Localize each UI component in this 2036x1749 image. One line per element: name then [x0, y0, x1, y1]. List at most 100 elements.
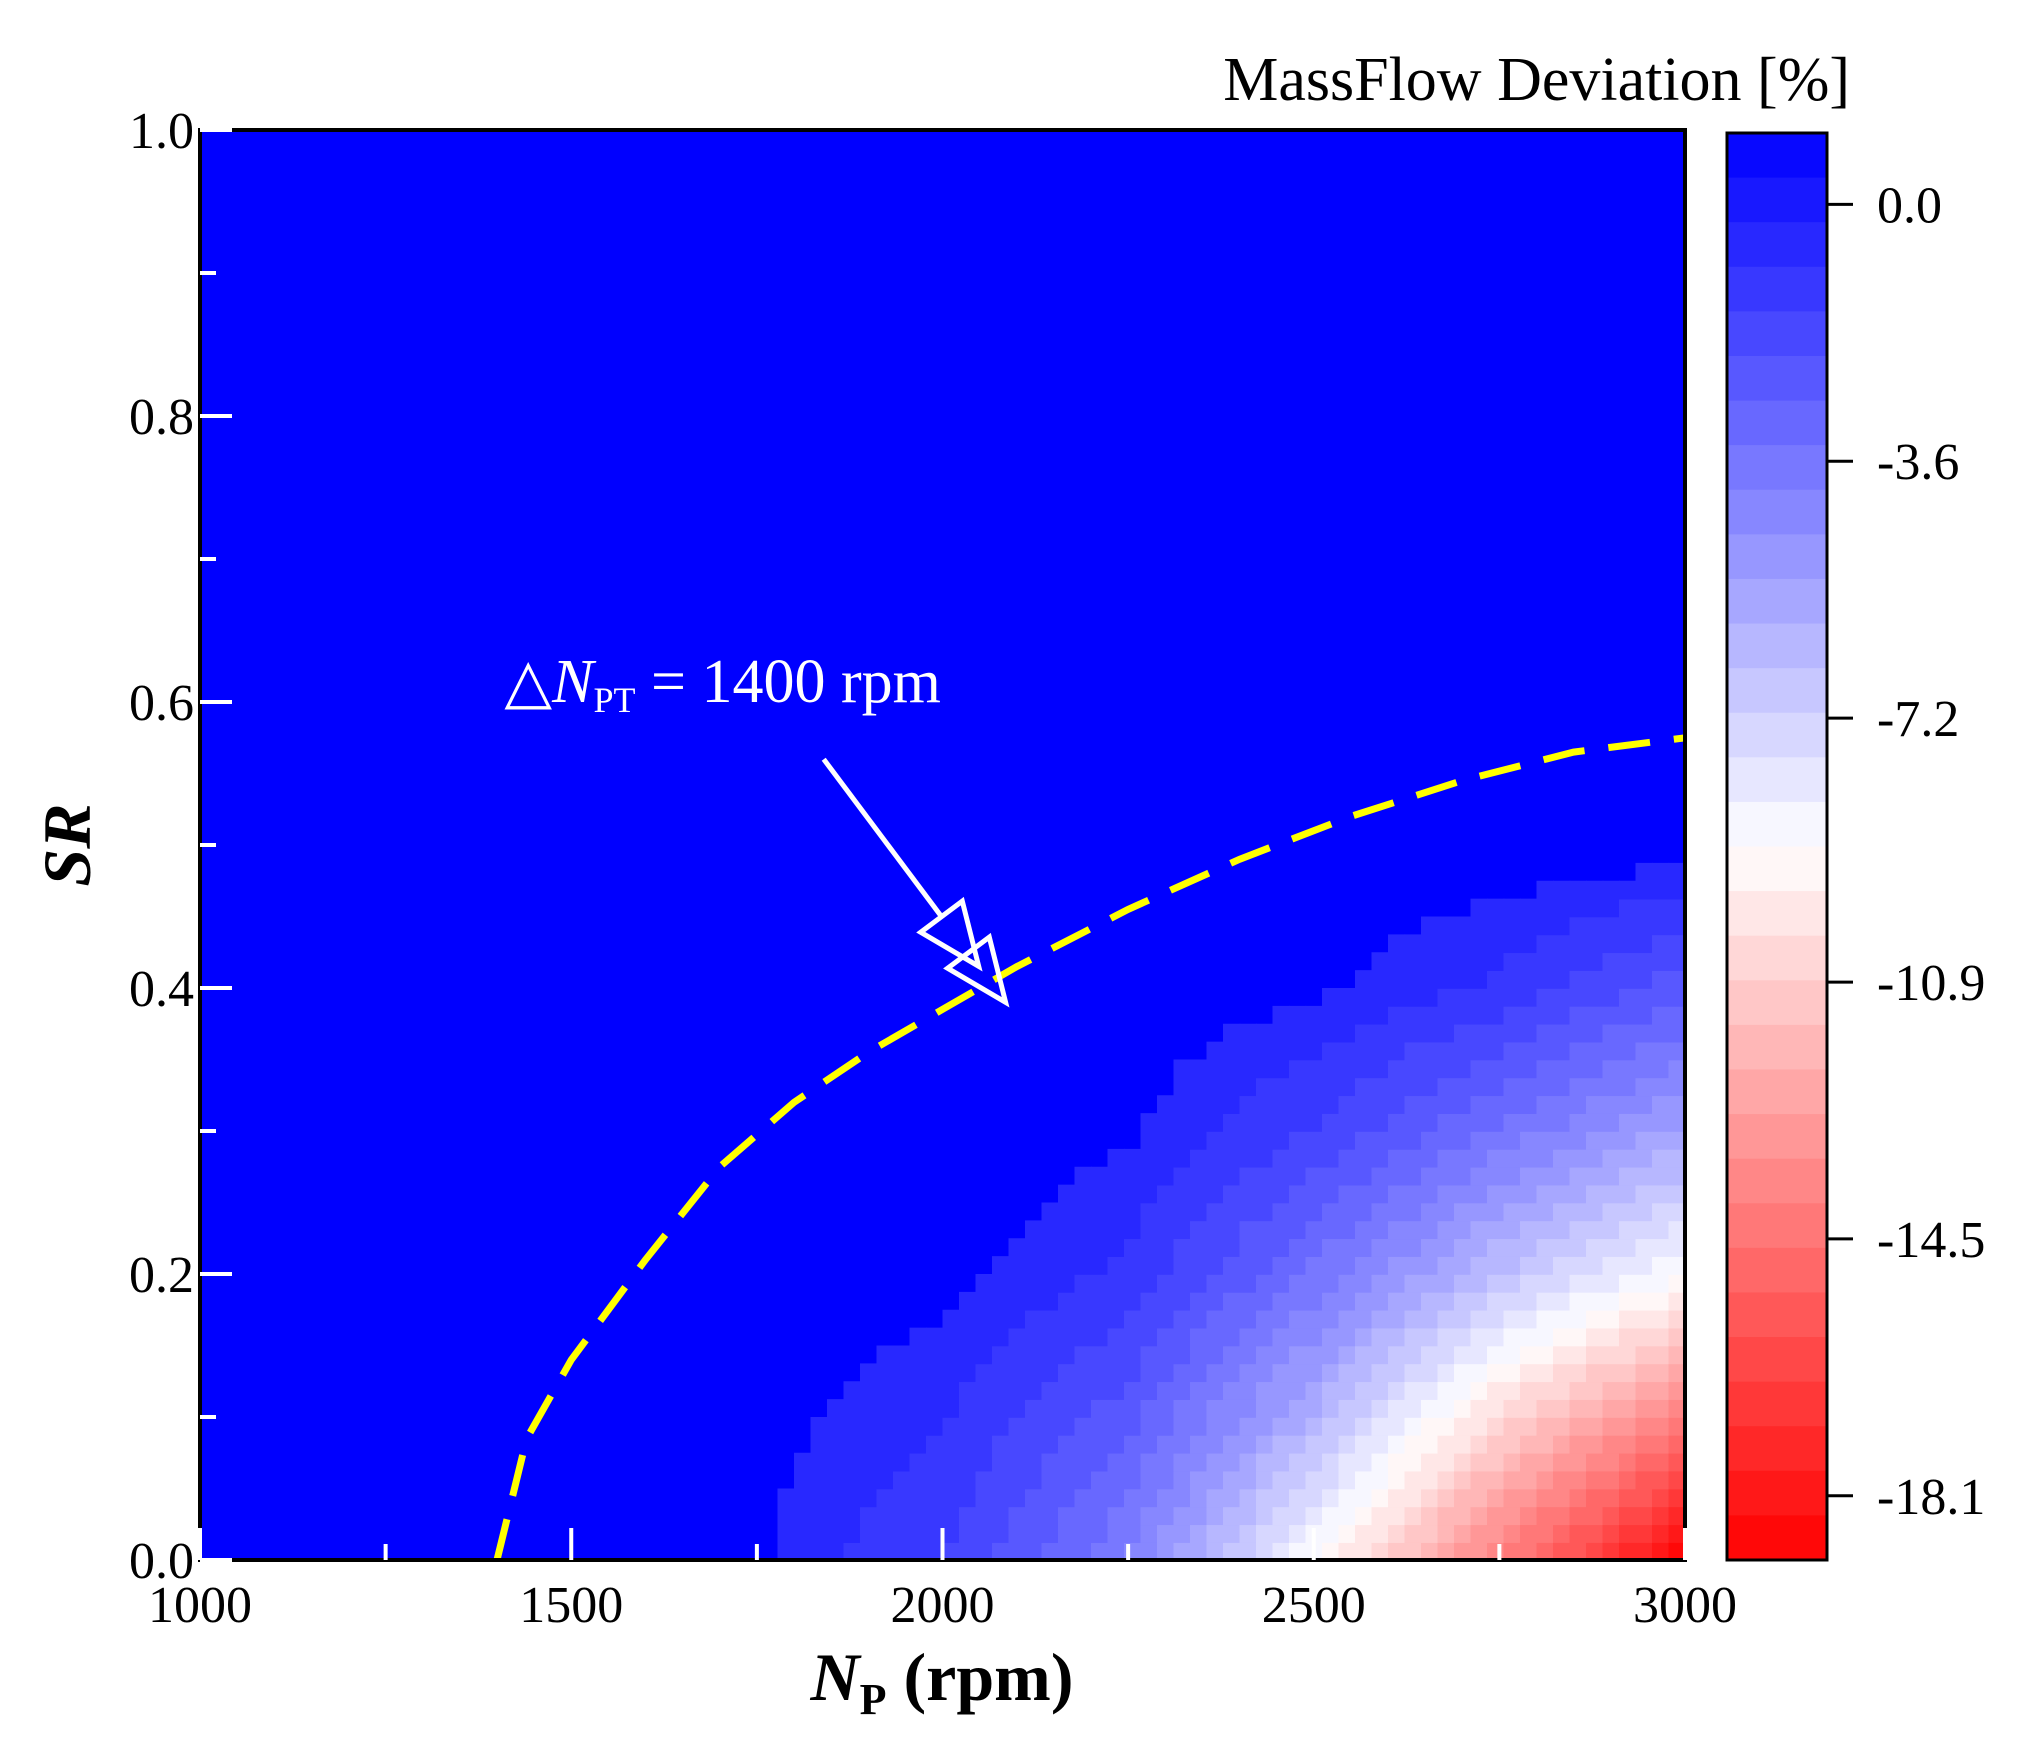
field-cell	[1586, 1166, 1604, 1186]
colorbar-band	[1727, 980, 1827, 1026]
field-cell	[1569, 1417, 1587, 1436]
colorbar-band	[1727, 801, 1827, 848]
field-cell	[975, 1524, 993, 1543]
field-cell	[926, 1345, 944, 1365]
field-cell	[1223, 1202, 1241, 1222]
field-cell	[1586, 1399, 1604, 1418]
field-cell	[1404, 1399, 1422, 1418]
field-cell	[1619, 988, 1637, 1007]
field-cell	[1520, 1542, 1538, 1560]
field-cell	[1404, 1077, 1422, 1097]
field-cell	[1322, 1041, 1340, 1061]
field-cell	[1371, 1327, 1389, 1347]
field-cell	[1602, 1184, 1620, 1204]
field-cell	[1107, 1363, 1125, 1383]
field-cell	[1355, 1131, 1373, 1150]
field-cell	[1586, 1524, 1604, 1543]
field-cell	[1223, 1470, 1241, 1490]
field-cell	[1536, 1041, 1554, 1061]
field-cell	[1404, 1023, 1422, 1043]
field-cell	[1404, 1488, 1422, 1508]
field-cell	[1586, 1470, 1604, 1490]
field-cell	[1536, 1309, 1554, 1329]
field-cell	[876, 1488, 894, 1508]
field-cell	[1668, 1452, 1685, 1472]
field-cell	[1190, 1184, 1208, 1204]
field-cell	[1520, 1470, 1538, 1490]
field-cell	[1371, 952, 1389, 971]
field-cell	[1107, 1166, 1125, 1186]
field-cell	[1272, 1023, 1290, 1043]
field-cell	[1520, 1417, 1538, 1436]
field-cell	[1289, 1488, 1307, 1508]
field-cell	[1586, 1041, 1604, 1061]
field-cell	[1487, 1309, 1505, 1329]
field-cell	[1223, 1345, 1241, 1365]
field-cell	[1652, 1077, 1670, 1097]
field-cell	[1124, 1238, 1142, 1257]
field-cell	[1190, 1399, 1208, 1418]
field-cell	[1190, 1345, 1208, 1365]
field-cell	[1454, 934, 1472, 954]
field-cell	[1322, 1238, 1340, 1257]
field-cell	[1289, 1524, 1307, 1543]
field-cell	[1157, 1238, 1175, 1257]
field-cell	[1619, 1506, 1637, 1526]
field-cell	[843, 1381, 861, 1400]
field-cell	[1256, 1166, 1274, 1186]
field-cell	[1503, 1184, 1521, 1204]
field-cell	[1454, 1059, 1472, 1079]
field-cell	[909, 1542, 927, 1560]
field-cell	[1569, 1166, 1587, 1186]
field-cell	[1371, 1166, 1389, 1186]
field-cell	[1619, 1202, 1637, 1222]
colorbar-band	[1727, 1470, 1827, 1516]
field-cell	[1157, 1524, 1175, 1543]
field-cell	[1520, 1434, 1538, 1454]
field-cell	[860, 1381, 878, 1400]
field-cell	[1503, 1041, 1521, 1061]
field-cell	[1058, 1506, 1076, 1526]
field-cell	[1503, 1434, 1521, 1454]
field-cell	[992, 1309, 1010, 1329]
field-cell	[1239, 1542, 1257, 1560]
field-cell	[1124, 1434, 1142, 1454]
field-cell	[1668, 1077, 1685, 1097]
field-cell	[1322, 1524, 1340, 1543]
field-cell	[1272, 1131, 1290, 1150]
field-cell	[1602, 1095, 1620, 1114]
annotation-arrow-head-front	[943, 932, 1010, 1008]
field-cell	[1388, 1542, 1406, 1560]
field-cell	[1586, 1005, 1604, 1025]
field-cell	[1041, 1470, 1059, 1490]
field-cell	[1487, 1095, 1505, 1114]
field-cell	[1503, 1131, 1521, 1150]
field-cell	[1223, 1417, 1241, 1436]
field-cell	[1553, 880, 1571, 900]
field-cell	[1454, 1220, 1472, 1240]
field-cell	[1272, 1005, 1290, 1025]
field-cell	[1206, 1041, 1224, 1061]
field-cell	[1520, 970, 1538, 989]
annotation-delta: △	[504, 648, 552, 716]
field-cell	[1586, 1488, 1604, 1508]
colorbar-band	[1727, 757, 1827, 803]
field-cell	[1487, 916, 1505, 936]
field-cell	[1602, 1399, 1620, 1418]
field-cell	[1404, 934, 1422, 954]
field-cell	[1487, 952, 1505, 971]
field-cell	[1635, 1041, 1653, 1061]
field-cell	[1272, 1238, 1290, 1257]
field-cell	[1124, 1452, 1142, 1472]
field-cell	[1421, 1113, 1439, 1132]
field-cell	[1520, 1309, 1538, 1329]
field-cell	[1503, 1417, 1521, 1436]
field-cell	[1569, 1274, 1587, 1293]
field-cell	[1487, 1274, 1505, 1293]
field-cell	[1454, 1005, 1472, 1025]
field-cell	[1074, 1345, 1092, 1365]
x-axis-title-rest: (rpm)	[887, 1639, 1074, 1715]
field-cell	[1272, 1309, 1290, 1329]
field-cell	[1355, 988, 1373, 1007]
field-cell	[1223, 1488, 1241, 1508]
